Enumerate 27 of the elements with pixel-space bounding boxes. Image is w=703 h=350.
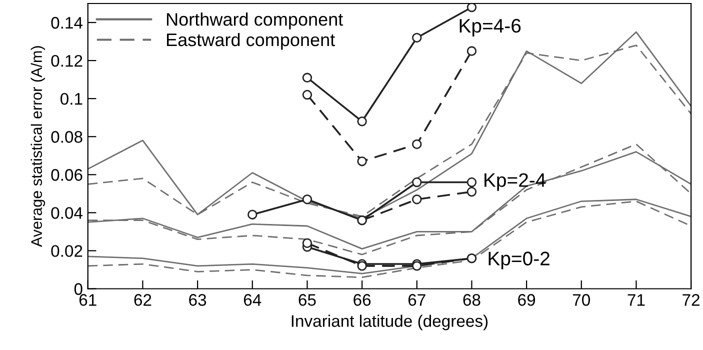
x-tick-label: 69 [518,294,536,306]
x-tick-label: 66 [354,294,371,306]
annotation: Kp=2-4 [484,173,546,191]
x-tick-label: 63 [189,294,206,306]
y-tick-label: 0.08 [51,131,82,143]
x-tick-label: 62 [134,294,152,306]
annotation: Kp=0-2 [488,252,550,270]
x-tick-label: 61 [79,294,96,306]
legend-label: Northward component [166,12,344,30]
y-tick-label: 0 [74,283,82,295]
legend-label: Eastward component [166,32,335,50]
y-tick-label: 0.1 [60,92,82,105]
y-tick-label: 0.06 [51,169,82,181]
x-tick-label: 70 [572,294,590,306]
annotation: Kp=4-6 [460,18,521,37]
x-tick-label: 65 [298,294,316,306]
y-tick-label: 0.02 [51,245,82,257]
y-tick-label: 0.14 [51,16,83,29]
y-tick-label: 0.12 [51,54,82,67]
x-axis-title: Invariant latitude (degrees) [292,314,488,330]
x-tick-label: 68 [463,294,480,306]
x-tick-label: 64 [244,294,262,306]
y-tick-label: 0.04 [51,207,83,219]
x-tick-label: 71 [628,294,645,306]
x-tick-label: 67 [408,294,426,306]
x-tick-label: 72 [682,294,700,306]
y-axis-title: Average statistical error (A/m) [30,46,46,247]
